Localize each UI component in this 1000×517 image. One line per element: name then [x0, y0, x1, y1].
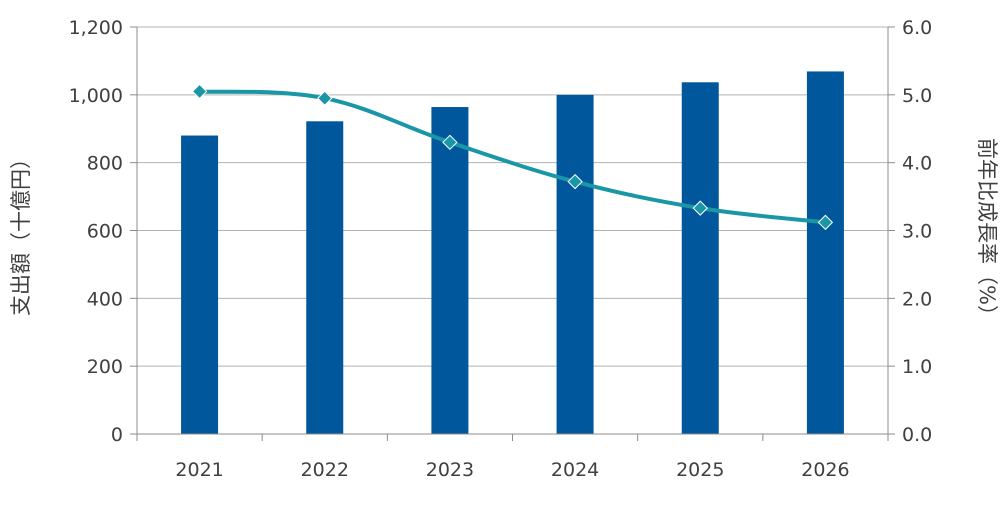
growth-line: [197, 89, 828, 225]
y-tick-label-right: 0.0: [902, 424, 932, 446]
y-tick-label-left: 1,200: [69, 17, 123, 39]
y-tick-label-right: 4.0: [902, 153, 932, 175]
y-tick-label-left: 400: [87, 288, 123, 310]
y-tick-label-right: 2.0: [902, 288, 932, 310]
x-tick-label: 2023: [426, 459, 474, 481]
bar-series: [181, 71, 844, 435]
bar: [306, 121, 344, 434]
bar: [681, 82, 719, 434]
growth-point: [817, 214, 834, 231]
gridlines: [137, 26, 888, 367]
y-tick-label-right: 6.0: [902, 17, 932, 39]
y-tick-label-left: 1,000: [69, 85, 123, 107]
growth-point: [317, 90, 333, 106]
x-tick-label: 2021: [175, 459, 223, 481]
y-axis-title-right: 前年比成長率（%）: [975, 138, 999, 326]
y-tick-label-left: 600: [87, 221, 123, 243]
bar: [181, 135, 219, 435]
x-tick-label: 2022: [301, 459, 349, 481]
tick-labels: 0 200 400 600 800 1,000 1,200 0.0 1.0 2.0 3.0 4.0 5.…: [69, 17, 933, 481]
y-tick-label-left: 800: [87, 153, 123, 175]
bar: [556, 94, 594, 434]
y-axis-title-left: 支出額（十億円）: [9, 148, 33, 316]
y-tick-label-right: 3.0: [902, 221, 932, 243]
y-tick-label-left: 0: [111, 424, 123, 446]
x-tick-label: 2026: [801, 459, 849, 481]
growth-point: [442, 134, 458, 151]
growth-line-series: [191, 83, 834, 231]
x-tick-label: 2025: [676, 459, 724, 481]
y-tick-label-left: 200: [87, 356, 123, 378]
bar: [431, 107, 469, 434]
y-tick-label-right: 1.0: [902, 356, 932, 378]
x-tick-label: 2024: [551, 459, 599, 481]
growth-point: [191, 83, 208, 100]
y-tick-label-right: 5.0: [902, 85, 932, 107]
bar: [806, 71, 844, 434]
growth-point: [692, 200, 708, 216]
axes: [130, 26, 895, 441]
growth-point: [567, 173, 583, 190]
